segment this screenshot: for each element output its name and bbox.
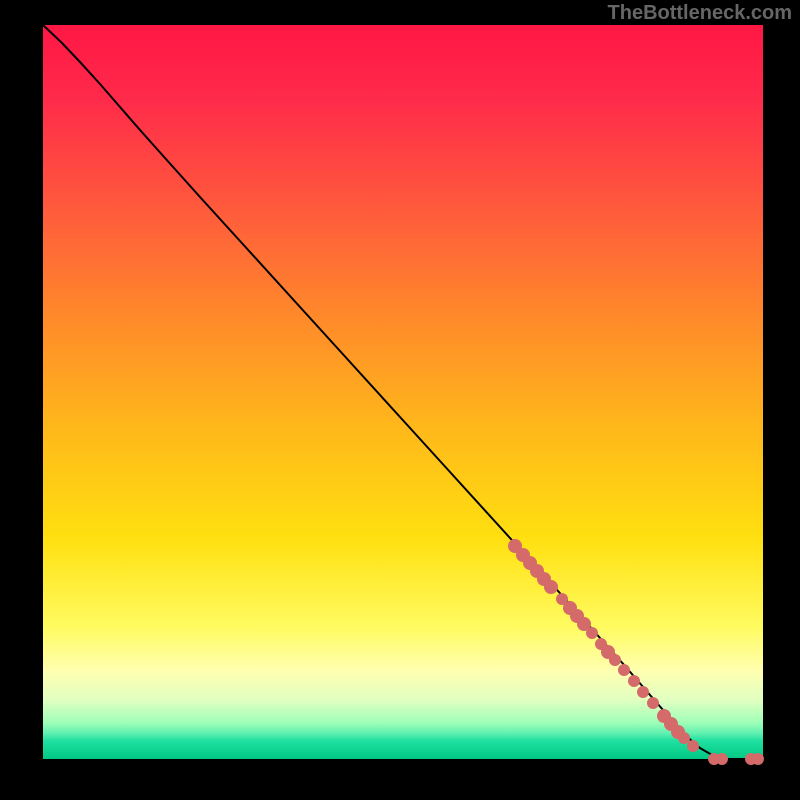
scatter-point xyxy=(716,753,728,765)
scatter-point xyxy=(609,654,621,666)
scatter-point xyxy=(628,675,640,687)
scatter-point xyxy=(637,686,649,698)
scatter-point xyxy=(586,627,598,639)
plot-background xyxy=(43,25,763,759)
scatter-point xyxy=(687,740,699,752)
scatter-point xyxy=(678,732,690,744)
bottleneck-chart xyxy=(0,0,800,800)
scatter-point xyxy=(544,580,558,594)
scatter-point xyxy=(647,697,659,709)
watermark-text: TheBottleneck.com xyxy=(608,2,792,25)
scatter-point xyxy=(752,753,764,765)
scatter-point xyxy=(618,664,630,676)
